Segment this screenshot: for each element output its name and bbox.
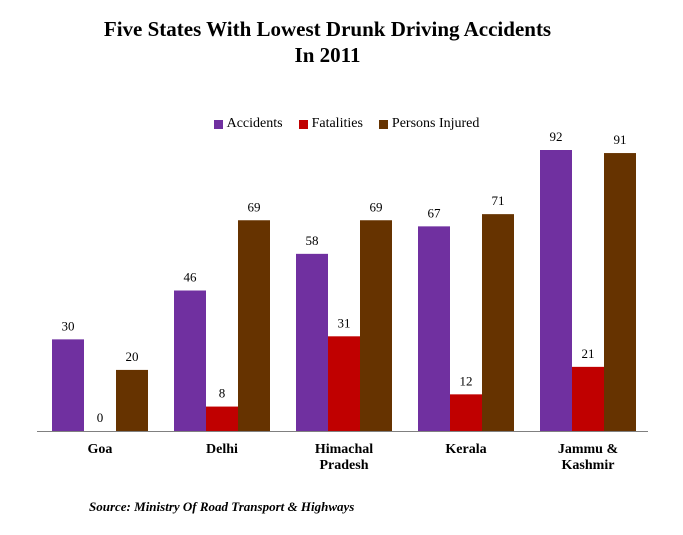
data-label-persons-injured-kerala: 71 [492,193,505,208]
bar-persons-injured-jammu-kashmir [604,153,636,431]
bar-persons-injured-himachal-pradesh [360,220,392,431]
data-label-accidents-kerala: 67 [428,205,442,220]
data-label-persons-injured-himachal-pradesh: 69 [370,199,383,214]
legend-label-persons-injured: Persons Injured [391,116,480,131]
category-label-line: Pradesh [320,458,369,473]
bar-persons-injured-kerala [482,214,514,431]
data-label-accidents-goa: 30 [62,318,75,333]
legend-item-persons-injured: Persons Injured [378,116,480,132]
chart-title-line-1: Five States With Lowest Drunk Driving Ac… [103,17,552,41]
legend-label-accidents: Accidents [226,116,283,131]
data-label-persons-injured-goa: 20 [126,349,139,364]
legend-item-fatalities: Fatalities [298,116,363,132]
data-label-fatalities-himachal-pradesh: 31 [338,315,351,330]
category-label-line: Goa [88,442,113,457]
legend-swatch-persons-injured [378,119,388,129]
category-label-himachal-pradesh: Himachal Pradesh [315,442,373,473]
legend-swatch-fatalities [298,119,308,129]
bar-fatalities-kerala [450,394,482,431]
bar-fatalities-jammu-kashmir [572,366,604,431]
data-label-fatalities-goa: 0 [97,410,104,425]
source-note: Source: Ministry Of Road Transport & Hig… [89,499,355,514]
data-label-fatalities-kerala: 12 [460,373,473,388]
category-label-goa: Goa [88,442,113,457]
chart-title: Five States With Lowest Drunk Driving Ac… [0,16,655,68]
data-label-persons-injured-delhi: 69 [248,199,261,214]
bar-accidents-delhi [174,290,206,431]
bar-persons-injured-delhi [238,220,270,431]
data-label-fatalities-delhi: 8 [219,386,226,401]
data-label-accidents-delhi: 46 [184,270,198,285]
data-label-persons-injured-jammu-kashmir: 91 [614,132,627,147]
bar-accidents-goa [52,339,84,431]
category-label-line: Himachal [315,442,373,457]
bar-persons-injured-goa [116,369,148,431]
category-label-line: Jammu & [558,442,618,457]
bar-accidents-himachal-pradesh [296,253,328,431]
bar-accidents-kerala [418,226,450,431]
category-label-delhi: Delhi [206,442,238,457]
data-label-accidents-jammu-kashmir: 92 [550,129,563,144]
data-label-accidents-himachal-pradesh: 58 [306,233,319,248]
data-label-fatalities-jammu-kashmir: 21 [582,346,595,361]
chart-title-line-2: In 2011 [294,43,361,67]
category-label-line: Kashmir [562,458,615,473]
category-label-jammu-kashmir: Jammu & Kashmir [558,442,618,473]
category-label-line: Delhi [206,442,238,457]
legend-swatch-accidents [213,119,223,129]
bar-fatalities-delhi [206,406,238,431]
category-label-line: Kerala [445,442,486,457]
chart-legend: Accidents Fatalities Persons Injured [0,116,683,132]
legend-item-accidents: Accidents [213,116,283,132]
bar-accidents-jammu-kashmir [540,150,572,431]
category-label-kerala: Kerala [445,442,486,457]
bar-fatalities-himachal-pradesh [328,336,360,431]
legend-label-fatalities: Fatalities [311,116,363,131]
